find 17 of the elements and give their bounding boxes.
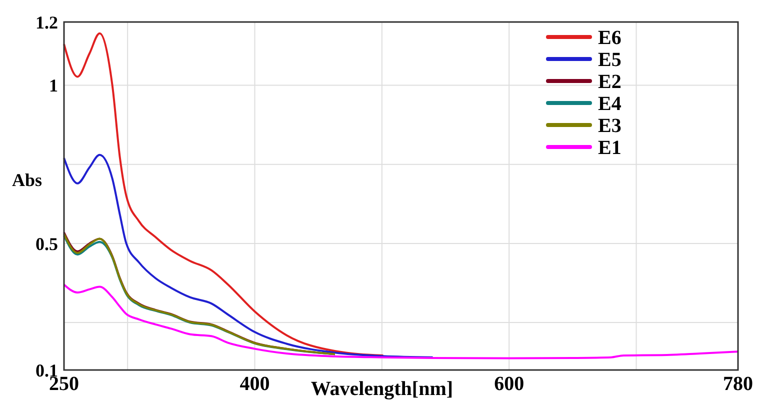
legend-label: E3: [598, 115, 622, 137]
line-series: [63, 284, 739, 360]
x-tick-label: 400: [240, 373, 270, 395]
y-axis-title: Abs: [12, 170, 42, 190]
x-tick-label: 600: [494, 373, 524, 395]
legend-label: E4: [598, 93, 622, 115]
x-tick-label: 780: [723, 373, 753, 395]
line-series: [63, 32, 384, 356]
x-axis-title: Wavelength[nm]: [310, 378, 454, 400]
line-series: [63, 154, 434, 358]
y-tick-label: 1.2: [36, 12, 58, 32]
legend-label: E6: [598, 27, 622, 49]
y-tick-label: 1: [49, 76, 58, 96]
y-tick-label: 0.5: [36, 234, 58, 254]
legend-label: E1: [598, 137, 622, 159]
legend-label: E2: [598, 71, 622, 93]
legend-label: E5: [598, 49, 622, 71]
